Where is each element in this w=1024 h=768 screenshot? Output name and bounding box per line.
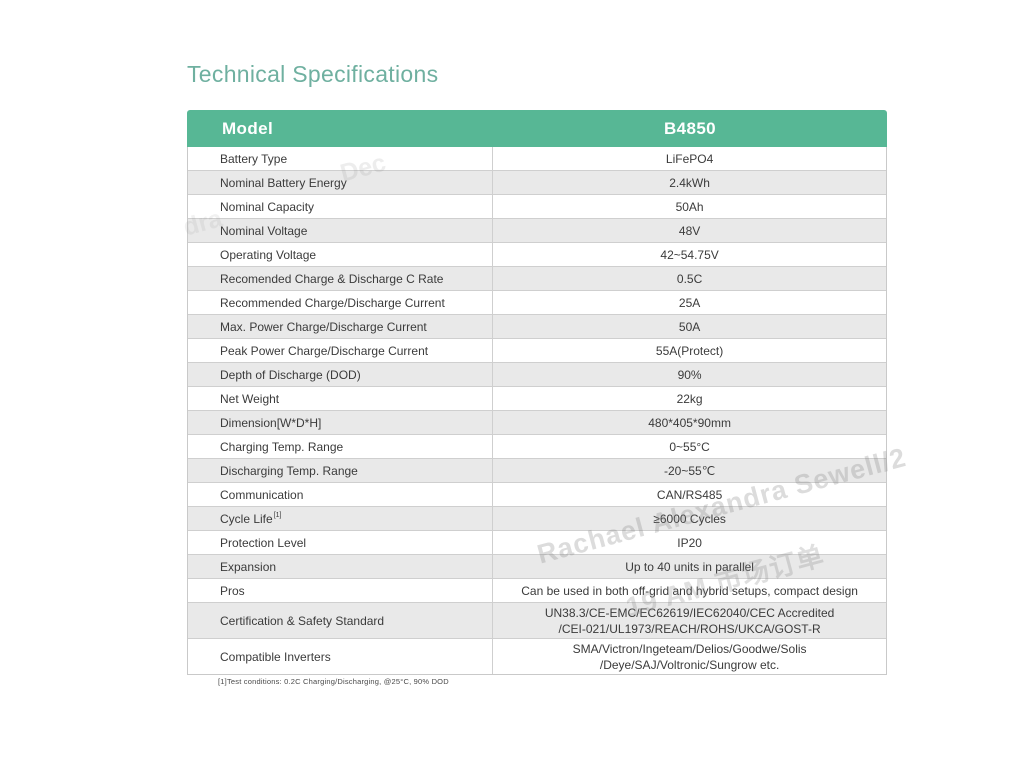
table-row: Net Weight 22kg: [188, 387, 886, 411]
spec-value: 42~54.75V: [660, 247, 719, 262]
table-row: Charging Temp. Range 0~55°C: [188, 435, 886, 459]
spec-label: Peak Power Charge/Discharge Current: [188, 339, 494, 362]
spec-label: Certification & Safety Standard: [188, 603, 494, 638]
table-body: Battery Type LiFePO4 Nominal Battery Ene…: [187, 147, 887, 675]
spec-value: IP20: [677, 535, 702, 550]
spec-label: Net Weight: [188, 387, 494, 410]
spec-value: 480*405*90mm: [648, 415, 731, 430]
spec-value-line-2: /Deye/SAJ/Voltronic/Sungrow etc.: [599, 657, 780, 672]
table-row: Peak Power Charge/Discharge Current 55A(…: [188, 339, 886, 363]
spec-label: Operating Voltage: [188, 243, 494, 266]
spec-value: 22kg: [676, 391, 703, 406]
spec-label: Battery Type: [188, 147, 494, 170]
table-row: Nominal Capacity 50Ah: [188, 195, 886, 219]
page-title: Technical Specifications: [187, 61, 439, 87]
spec-value: 48V: [678, 223, 701, 238]
spec-label: Protection Level: [188, 531, 494, 554]
spec-value: 0~55°C: [669, 439, 710, 454]
spec-value: -20~55℃: [664, 463, 716, 478]
table-row: Recomended Charge & Discharge C Rate 0.5…: [188, 267, 886, 291]
spec-value: Up to 40 units in parallel: [625, 559, 754, 574]
footnote-reference: [1]: [273, 512, 282, 519]
table-header-model: Model: [222, 118, 274, 138]
spec-label: Expansion: [188, 555, 494, 578]
table-row: Max. Power Charge/Discharge Current 50A: [188, 315, 886, 339]
table-row: Depth of Discharge (DOD) 90%: [188, 363, 886, 387]
table-row: Nominal Voltage 48V: [188, 219, 886, 243]
table-row: Compatible Inverters SMA/Victron/Ingetea…: [188, 639, 886, 674]
spec-label: Nominal Voltage: [188, 219, 494, 242]
table-row: Dimension[W*D*H] 480*405*90mm: [188, 411, 886, 435]
spec-value: Can be used in both off-grid and hybrid …: [521, 583, 858, 598]
spec-label-text: Cycle Life: [220, 511, 273, 526]
spec-label: Compatible Inverters: [188, 639, 494, 674]
spec-value: ≥6000 Cycles: [653, 511, 726, 526]
spec-value-line-2: /CEI-021/UL1973/REACH/ROHS/UKCA/GOST-R: [558, 621, 821, 636]
spec-table: Model B4850 Battery Type LiFePO4 Nominal…: [187, 110, 887, 675]
table-row: Recommended Charge/Discharge Current 25A: [188, 291, 886, 315]
table-row: Battery Type LiFePO4: [188, 147, 886, 171]
spec-label: Discharging Temp. Range: [188, 459, 494, 482]
spec-value: 25A: [678, 295, 701, 310]
spec-value: 50A: [678, 319, 701, 334]
spec-label: Recommended Charge/Discharge Current: [188, 291, 494, 314]
table-row: Nominal Battery Energy 2.4kWh: [188, 171, 886, 195]
table-row: Communication CAN/RS485: [188, 483, 886, 507]
table-row: Certification & Safety Standard UN38.3/C…: [188, 603, 886, 639]
spec-value-line-1: SMA/Victron/Ingeteam/Delios/Goodwe/Solis: [572, 641, 807, 656]
spec-value: CAN/RS485: [656, 487, 723, 502]
spec-value: 0.5C: [676, 271, 703, 286]
spec-value-line-1: UN38.3/CE-EMC/EC62619/IEC62040/CEC Accre…: [544, 605, 835, 620]
spec-label: Communication: [188, 483, 494, 506]
table-header-model-value: B4850: [663, 118, 717, 138]
table-row: Expansion Up to 40 units in parallel: [188, 555, 886, 579]
table-row: Pros Can be used in both off-grid and hy…: [188, 579, 886, 603]
table-row: Operating Voltage 42~54.75V: [188, 243, 886, 267]
table-row: Protection Level IP20: [188, 531, 886, 555]
spec-value: 90%: [677, 367, 702, 382]
spec-label: Charging Temp. Range: [188, 435, 494, 458]
table-row: Discharging Temp. Range -20~55℃: [188, 459, 886, 483]
table-header-row: Model B4850: [187, 110, 887, 147]
spec-label: Nominal Capacity: [188, 195, 494, 218]
table-row: Cycle Life [1] ≥6000 Cycles: [188, 507, 886, 531]
spec-label: Recomended Charge & Discharge C Rate: [188, 267, 494, 290]
spec-label: Dimension[W*D*H]: [188, 411, 494, 434]
spec-value: SMA/Victron/Ingeteam/Delios/Goodwe/Solis…: [493, 639, 886, 674]
spec-value: 2.4kWh: [669, 175, 710, 190]
spec-label: Max. Power Charge/Discharge Current: [188, 315, 494, 338]
table-footnote: [1]Test conditions: 0.2C Charging/Discha…: [218, 677, 449, 686]
spec-label: Cycle Life [1]: [188, 507, 494, 530]
spec-value: UN38.3/CE-EMC/EC62619/IEC62040/CEC Accre…: [493, 603, 886, 638]
spec-label: Pros: [188, 579, 494, 602]
spec-value: 50Ah: [675, 199, 704, 214]
spec-value: LiFePO4: [665, 151, 714, 166]
spec-label: Nominal Battery Energy: [188, 171, 494, 194]
spec-value: 55A(Protect): [655, 343, 724, 358]
spec-label: Depth of Discharge (DOD): [188, 363, 494, 386]
